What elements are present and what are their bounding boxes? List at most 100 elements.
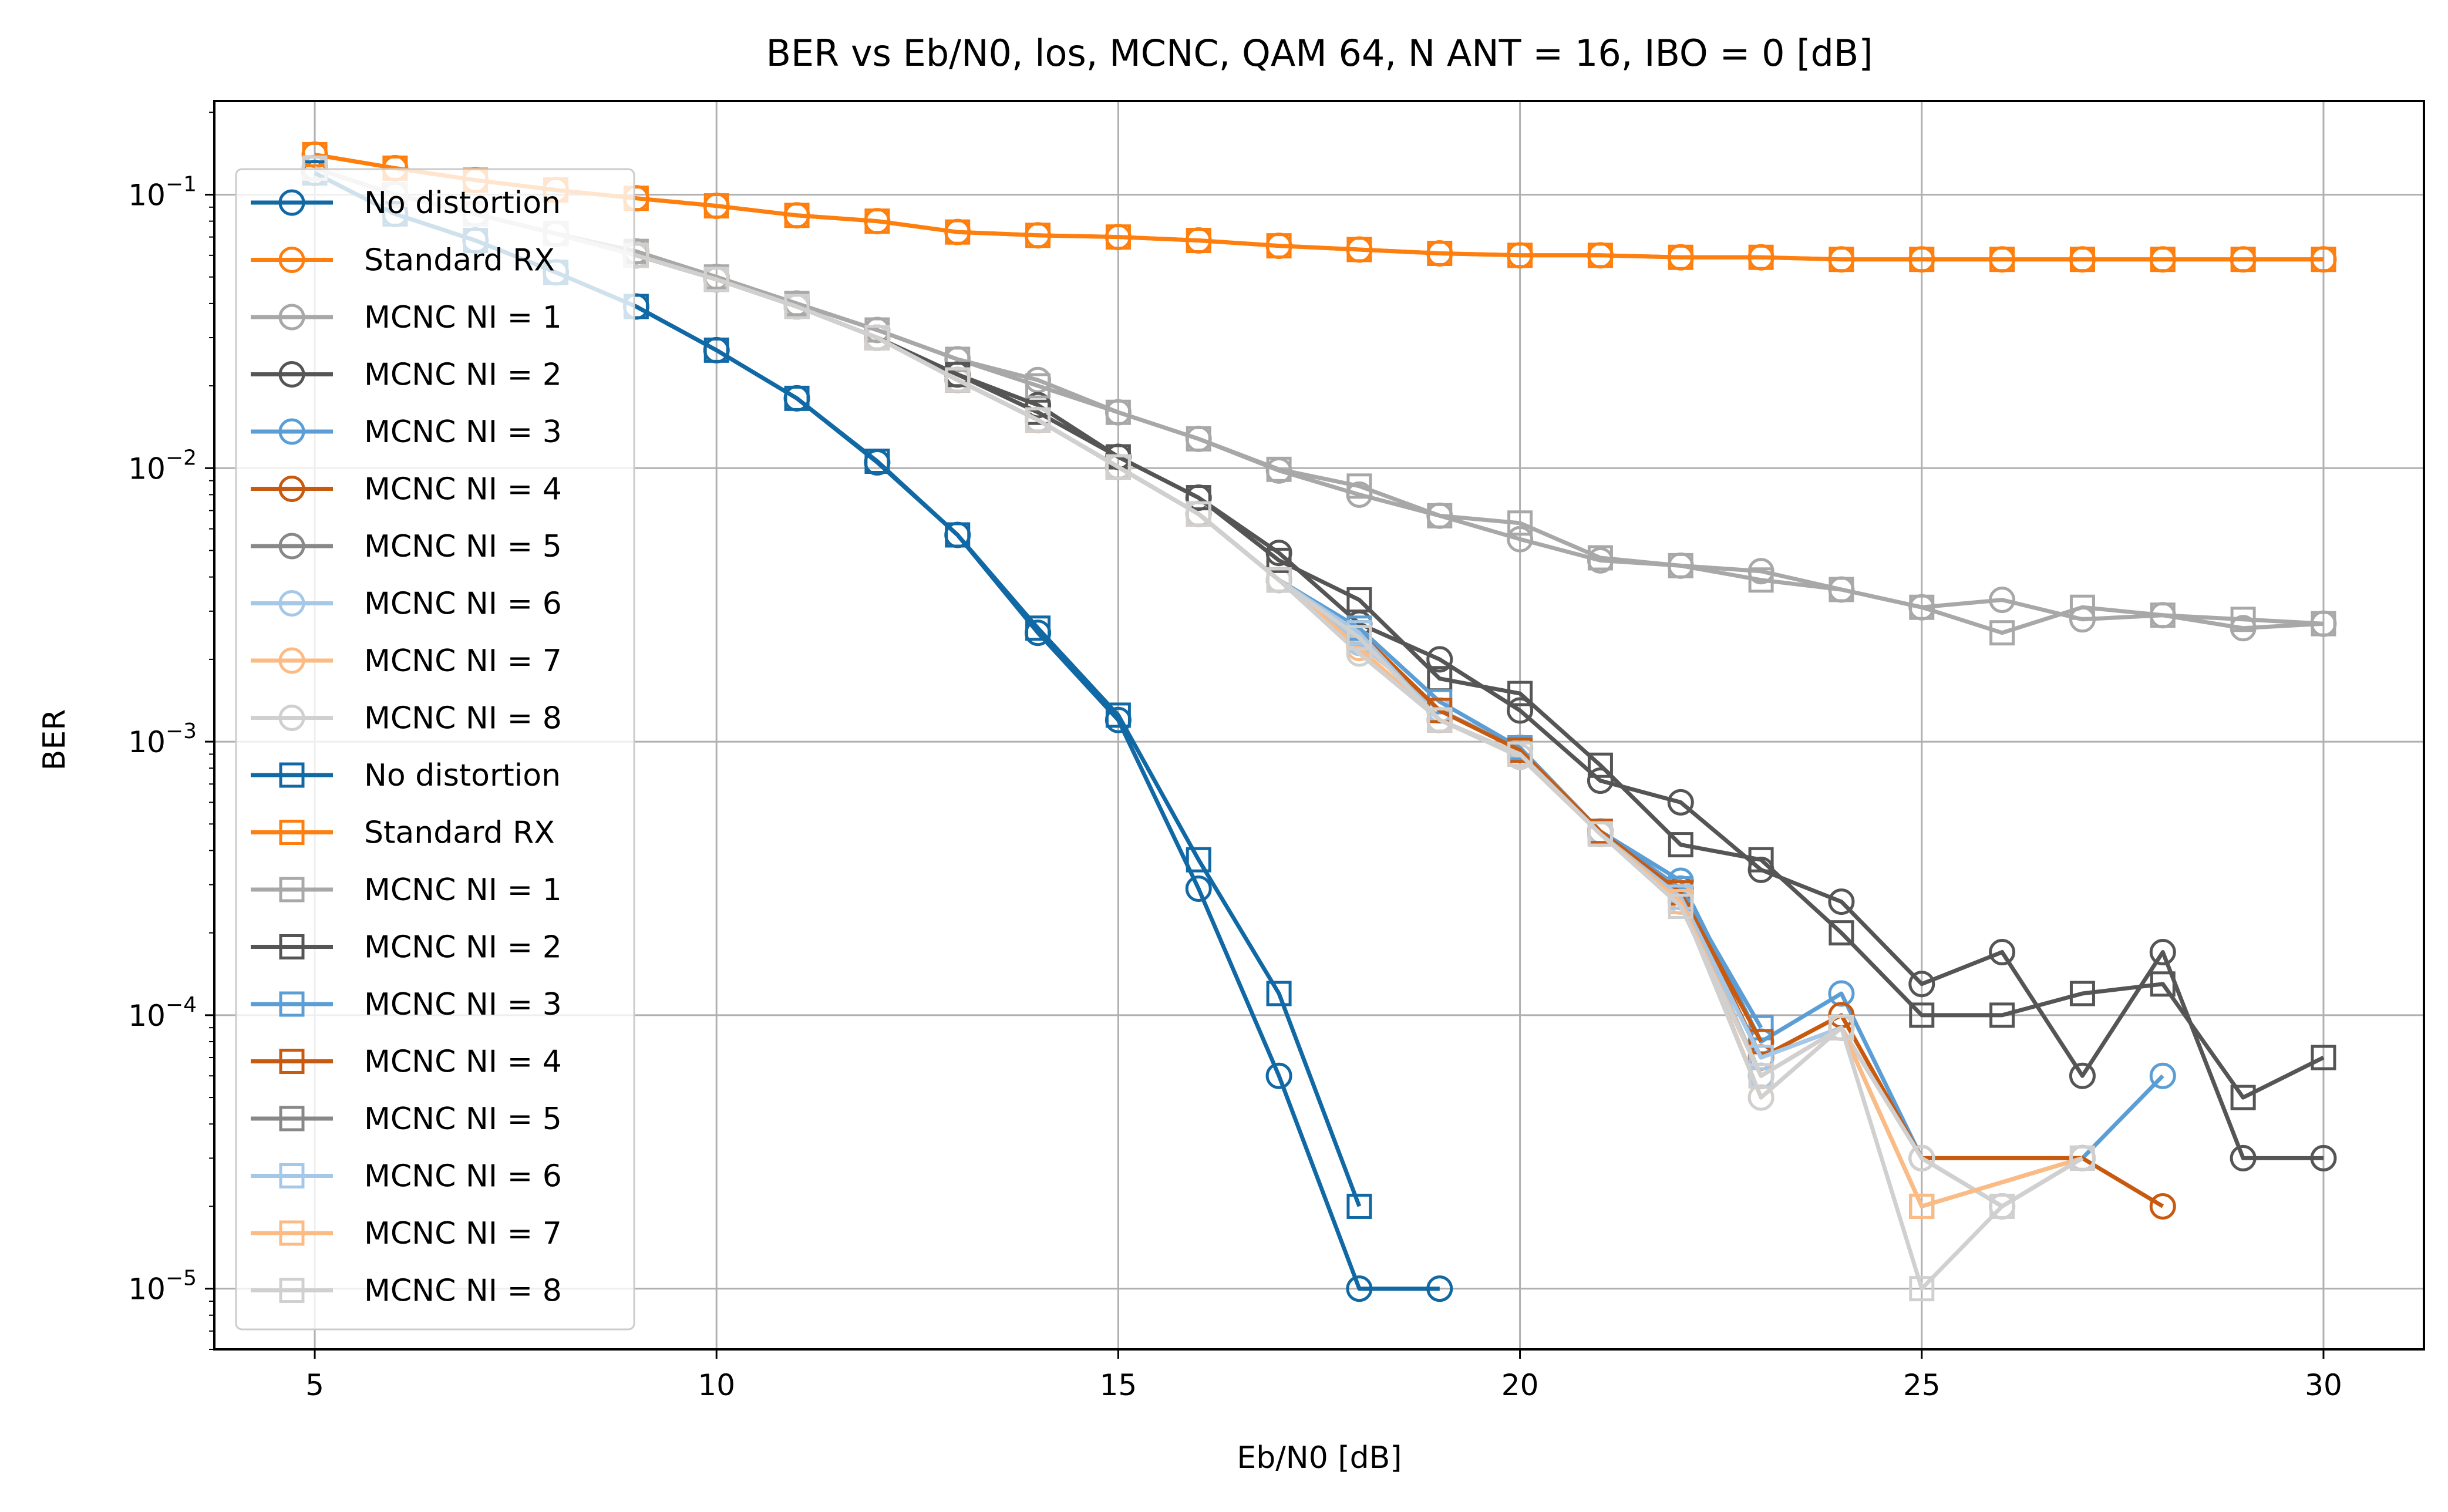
- data-point-square: [1186, 847, 1211, 873]
- legend-label: MCNC NI = 4: [364, 1045, 562, 1080]
- data-point-square: [784, 385, 810, 411]
- legend-entry: MCNC NI = 5: [251, 529, 562, 564]
- x-tick-label: 10: [698, 1368, 735, 1402]
- legend-marker-circle: [278, 418, 305, 445]
- data-point-square: [2230, 1085, 2256, 1110]
- data-point-square: [945, 522, 971, 548]
- legend-entry: MCNC NI = 8: [251, 1274, 562, 1309]
- x-tick-label: 25: [1903, 1368, 1941, 1402]
- data-point-circle: [1989, 939, 2016, 966]
- data-point-square: [1105, 399, 1131, 425]
- legend-marker-square: [279, 1278, 305, 1303]
- legend-marker-circle: [278, 476, 305, 502]
- data-point-circle: [1908, 971, 1935, 998]
- legend-label: MCNC NI = 1: [364, 300, 562, 335]
- data-point-circle: [2069, 1062, 2096, 1089]
- legend-label: MCNC NI = 8: [364, 701, 562, 736]
- data-point-square: [1507, 741, 1533, 767]
- data-point-circle: [1908, 1144, 1935, 1171]
- data-point-square: [1025, 407, 1051, 433]
- legend-entry: MCNC NI = 5: [251, 1102, 562, 1137]
- data-point-square: [1587, 752, 1613, 778]
- legend-label: MCNC NI = 3: [364, 987, 562, 1022]
- data-point-square: [1909, 594, 1935, 620]
- legend-entry: MCNC NI = 8: [251, 701, 562, 736]
- data-point-square: [1186, 426, 1211, 452]
- data-point-square: [1909, 1193, 1935, 1219]
- data-point-square: [1427, 707, 1453, 733]
- legend-marker-square: [279, 877, 305, 903]
- data-point-square: [1266, 981, 1292, 1006]
- legend-marker-circle: [278, 533, 305, 560]
- data-point-square: [1105, 702, 1131, 728]
- legend-label: MCNC NI = 7: [364, 1216, 562, 1251]
- legend-label: MCNC NI = 1: [364, 873, 562, 908]
- data-point-square: [1748, 1029, 1774, 1055]
- legend-entry: MCNC NI = 7: [251, 644, 562, 679]
- x-tick-label: 30: [2305, 1368, 2342, 1402]
- legend-marker-square: [279, 991, 305, 1017]
- legend-entry: MCNC NI = 6: [251, 1159, 562, 1194]
- legend-label: MCNC NI = 6: [364, 587, 562, 622]
- data-point-square: [864, 449, 890, 474]
- data-point-circle: [1667, 789, 1694, 816]
- data-point-square: [864, 325, 890, 351]
- legend-marker-square: [279, 762, 305, 788]
- data-point-square: [1266, 567, 1292, 593]
- data-point-square: [784, 203, 810, 228]
- legend-entry: Standard RX: [251, 243, 555, 278]
- data-point-square: [1507, 510, 1533, 536]
- legend-marker-circle: [278, 247, 305, 273]
- data-point-square: [945, 367, 971, 393]
- data-point-circle: [1346, 1275, 1373, 1302]
- data-point-square: [1507, 681, 1533, 706]
- legend-marker-square: [279, 1106, 305, 1132]
- data-point-square: [1748, 847, 1774, 873]
- data-point-square: [2069, 1145, 2095, 1171]
- data-point-square: [2150, 247, 2176, 272]
- data-point-square: [1025, 615, 1051, 641]
- legend-entry: MCNC NI = 1: [251, 300, 562, 335]
- data-point-circle: [2230, 1144, 2257, 1171]
- data-point-square: [945, 219, 971, 245]
- legend-marker-square: [279, 1049, 305, 1074]
- data-point-circle: [1507, 526, 1534, 553]
- legend-label: MCNC NI = 3: [364, 415, 562, 450]
- data-point-square: [1346, 473, 1372, 499]
- data-point-square: [1668, 894, 1693, 920]
- legend-marker-circle: [278, 361, 305, 388]
- data-point-square: [1829, 1015, 1854, 1040]
- legend-label: MCNC NI = 2: [364, 358, 562, 393]
- y-tick-label-exponent: −2: [166, 446, 197, 470]
- legend-label: MCNC NI = 6: [364, 1159, 562, 1194]
- legend-label: MCNC NI = 4: [364, 472, 562, 507]
- legend-marker-square: [279, 1163, 305, 1188]
- y-tick-label: 10−5: [128, 1267, 197, 1306]
- data-point-circle: [1265, 1062, 1292, 1089]
- data-point-square: [1346, 587, 1372, 613]
- series-line: [314, 166, 2324, 635]
- data-point-circle: [1185, 875, 1212, 902]
- legend-entry: MCNC NI = 4: [251, 472, 562, 507]
- legend-label: Standard RX: [364, 243, 555, 278]
- data-point-square: [1748, 567, 1774, 593]
- data-point-square: [1346, 625, 1372, 651]
- legend-label: No distortion: [364, 758, 561, 793]
- data-point-square: [1105, 454, 1131, 480]
- y-tick-label: 10−3: [128, 719, 197, 759]
- data-point-square: [1989, 1002, 2015, 1028]
- legend-entry: MCNC NI = 7: [251, 1216, 562, 1251]
- legend-entry: MCNC NI = 2: [251, 930, 562, 965]
- data-point-square: [1668, 553, 1693, 578]
- data-point-square: [703, 267, 729, 292]
- data-point-square: [1989, 1193, 2015, 1219]
- data-point-square: [1748, 1063, 1774, 1089]
- legend-marker-square: [279, 1220, 305, 1246]
- data-point-circle: [1507, 697, 1534, 724]
- data-point-square: [784, 294, 810, 319]
- data-point-square: [703, 337, 729, 363]
- data-point-square: [1909, 1276, 1935, 1302]
- data-point-square: [1507, 243, 1533, 268]
